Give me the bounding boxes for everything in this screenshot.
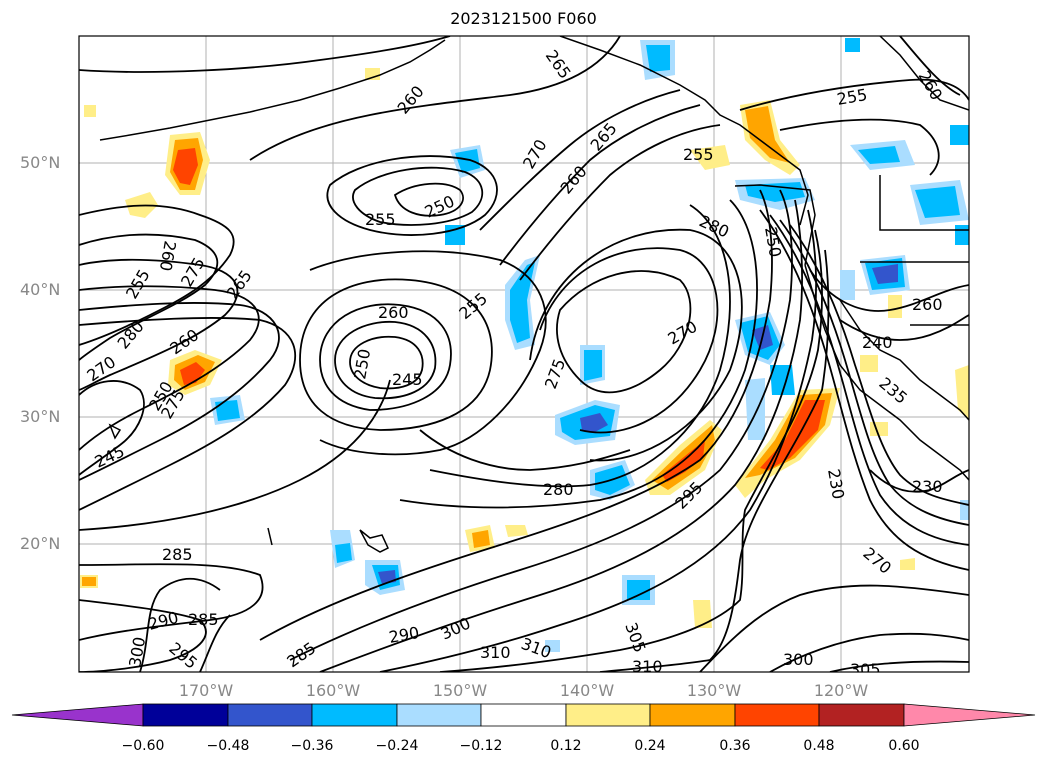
contour-label: 260 bbox=[394, 82, 428, 118]
contour-label: 235 bbox=[875, 374, 911, 408]
colorbar-swatch bbox=[396, 703, 482, 727]
contour-label: 250 bbox=[422, 191, 458, 221]
map-title: 2023121500 F060 bbox=[450, 9, 597, 28]
contour-label: 310 bbox=[632, 657, 663, 676]
colorbar-extend-high bbox=[903, 703, 1036, 727]
contour-label: 255 bbox=[835, 85, 868, 109]
contour-label: 245 bbox=[92, 441, 128, 471]
contour-label: 265 bbox=[223, 266, 256, 302]
colorbar-swatch bbox=[311, 703, 398, 727]
lat-label: 30°N bbox=[20, 407, 61, 426]
contour-label: 275 bbox=[177, 254, 209, 290]
contour-label: 250 bbox=[761, 225, 785, 258]
colorbar-swatch bbox=[227, 703, 313, 727]
colorbar-extend-low bbox=[11, 703, 144, 727]
contour-label: 300 bbox=[783, 650, 814, 669]
contour-label: 285 bbox=[162, 545, 193, 564]
lat-label: 40°N bbox=[20, 280, 61, 299]
colorbar-tick: 0.48 bbox=[803, 738, 835, 754]
lon-label: 170°W bbox=[178, 681, 234, 700]
colorbar-tick: 0.24 bbox=[634, 738, 666, 754]
colorbar-swatch bbox=[734, 703, 820, 727]
contour-label: 265 bbox=[587, 119, 621, 155]
lat-label: 50°N bbox=[20, 153, 61, 172]
contour-label: 305 bbox=[850, 660, 881, 679]
lon-label: 120°W bbox=[813, 681, 869, 700]
lon-label: 140°W bbox=[559, 681, 615, 700]
contour-label: 290 bbox=[387, 623, 420, 647]
contour-label: 245 bbox=[392, 370, 423, 389]
lon-label: 150°W bbox=[432, 681, 488, 700]
contour-label: 255 bbox=[122, 266, 154, 302]
contour-label: 285 bbox=[188, 610, 219, 629]
contour-label: 280 bbox=[543, 480, 574, 499]
contour-label: 265 bbox=[542, 46, 575, 82]
contour-label: 260 bbox=[378, 303, 409, 322]
colorbar-tick: 0.12 bbox=[550, 738, 582, 754]
contour-label: 270 bbox=[665, 317, 701, 349]
colorbar-tick: 0.36 bbox=[719, 738, 751, 754]
lon-label: 160°W bbox=[305, 681, 361, 700]
contour-label: 260 bbox=[156, 239, 180, 272]
contour-label: 255 bbox=[365, 210, 396, 229]
colorbar-tick: −0.12 bbox=[459, 738, 503, 754]
contour-label: 270 bbox=[859, 544, 895, 578]
colorbar-tick: −0.48 bbox=[206, 738, 250, 754]
contour-label: 260 bbox=[915, 68, 947, 104]
colorbar-swatch bbox=[480, 703, 567, 727]
contour-label: 275 bbox=[541, 356, 569, 391]
contours bbox=[79, 36, 969, 672]
contour-label: 310 bbox=[480, 643, 511, 662]
contour-label: 230 bbox=[912, 477, 943, 496]
contour-label: 230 bbox=[824, 467, 848, 500]
contour-label: 250 bbox=[350, 347, 374, 380]
colorbar-tick: 0.60 bbox=[888, 738, 920, 754]
lat-label: 20°N bbox=[20, 534, 61, 553]
contour-label: 260 bbox=[912, 295, 943, 314]
lon-label: 130°W bbox=[686, 681, 742, 700]
contour-label: 255 bbox=[683, 145, 714, 164]
colorbar-tick: −0.60 bbox=[121, 738, 165, 754]
colorbar-tick: −0.24 bbox=[375, 738, 419, 754]
contour-label: 295 bbox=[165, 639, 201, 673]
contour-label: 240 bbox=[862, 333, 893, 352]
colorbar-swatch bbox=[818, 703, 905, 727]
colorbar-swatch bbox=[142, 703, 229, 727]
contour-label: 260 bbox=[557, 162, 591, 198]
contour-label: 285 bbox=[283, 638, 319, 671]
contour-label: 300 bbox=[125, 635, 149, 668]
contour-label: 310 bbox=[519, 634, 554, 662]
colorbar bbox=[11, 703, 1036, 727]
map-frame bbox=[78, 35, 970, 673]
colorbar-swatch bbox=[565, 703, 651, 727]
colorbar-swatch bbox=[649, 703, 736, 727]
colorbar-tick: −0.36 bbox=[290, 738, 334, 754]
